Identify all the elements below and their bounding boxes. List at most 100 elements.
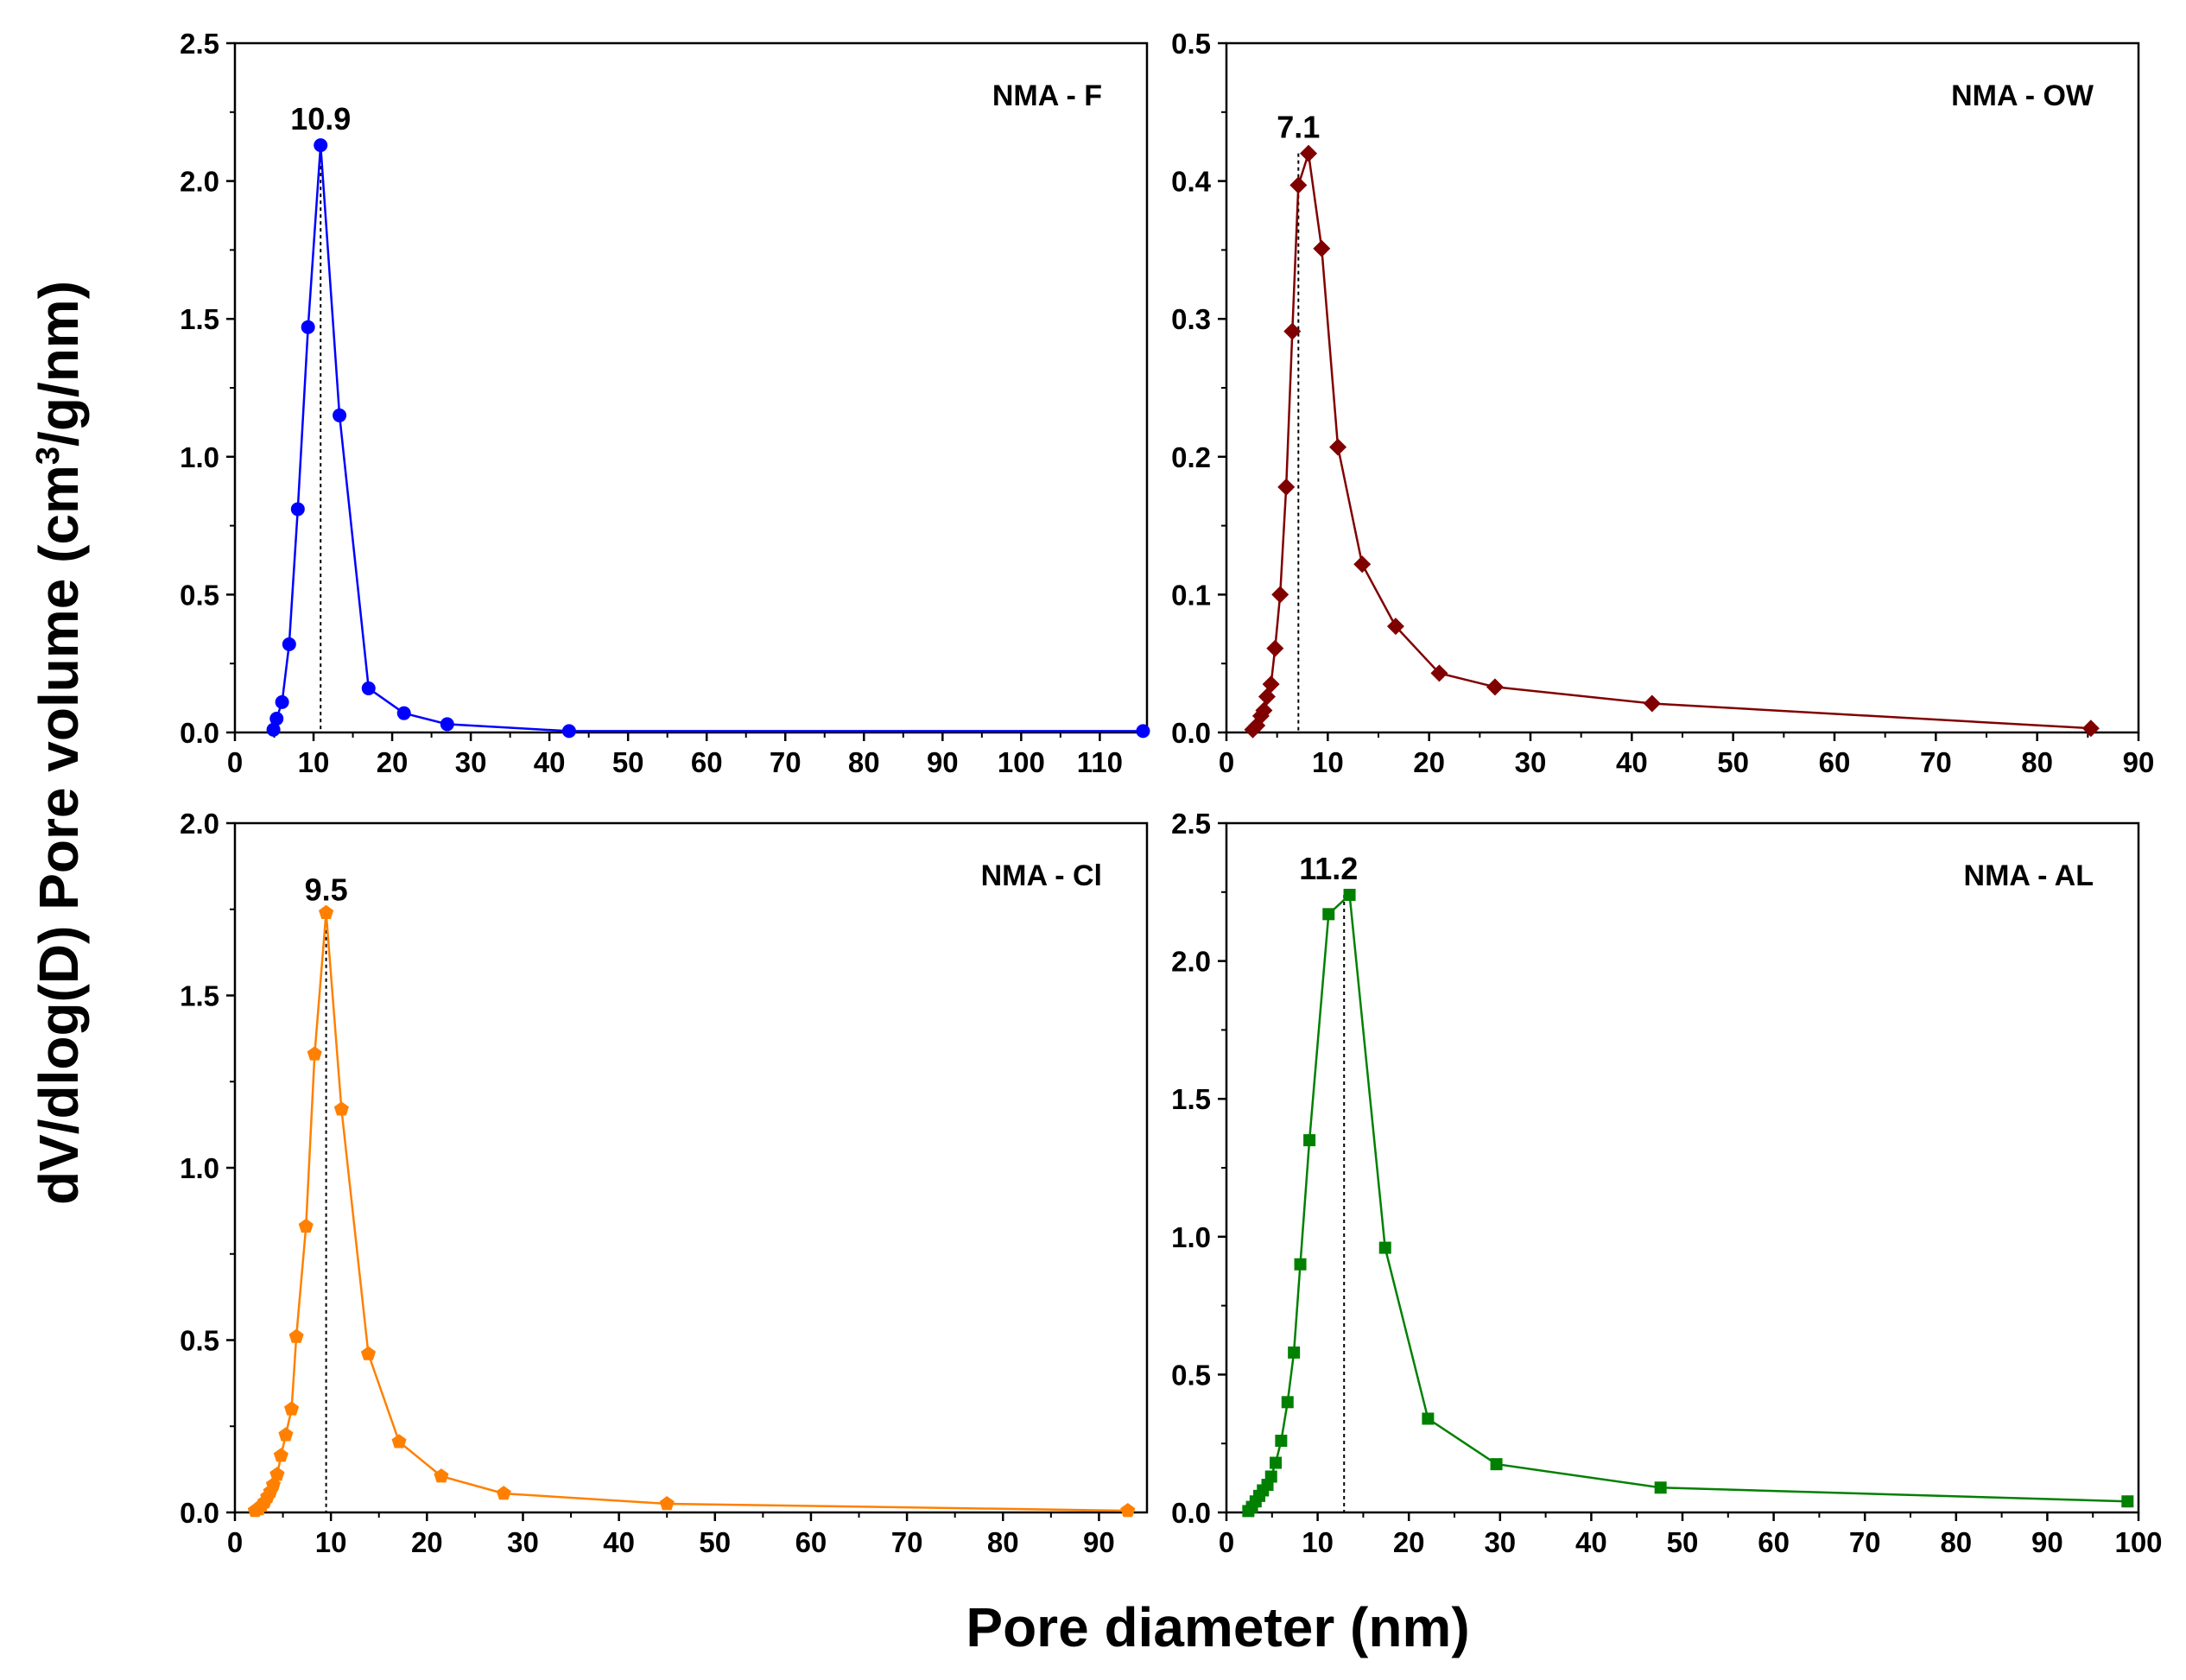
x-tick-label: 20 [377,746,409,778]
y-tick-label: 1.5 [180,303,219,335]
x-tick-label: 80 [987,1526,1019,1558]
x-tick-label: 50 [699,1526,731,1558]
data-point [360,1346,377,1360]
y-tick-label: 0.0 [1171,717,1211,749]
data-point [333,408,347,422]
data-point [278,1427,294,1442]
x-tick-label: 80 [2021,746,2053,778]
series-line [1251,153,2091,731]
data-point [1294,1258,1307,1271]
y-tick-label: 1.0 [180,1152,219,1184]
plot-frame [1225,821,2140,1514]
data-point [1386,618,1404,636]
data-point [1486,678,1504,696]
data-point [1353,555,1372,574]
x-tick-label: 20 [411,1526,443,1558]
x-tick-label: 90 [2123,746,2155,778]
x-tick-label: 70 [891,1526,923,1558]
x-tick-label: 70 [770,746,802,778]
data-point [1300,144,1318,162]
x-tick-label: 70 [1920,746,1952,778]
peak-label: 9.5 [305,872,348,908]
x-tick-label: 60 [1758,1526,1790,1558]
panel-label: NMA - AL [1964,859,2094,892]
x-tick-label: 10 [298,746,330,778]
x-tick-label: 50 [1717,746,1749,778]
x-tick-label: 30 [507,1526,539,1558]
y-tick-label: 0.4 [1171,166,1212,198]
x-tick-label: 70 [1849,1526,1881,1558]
data-point [1430,664,1448,682]
data-point [659,1496,675,1511]
peak-label: 7.1 [1277,110,1320,145]
series-line [1247,892,2128,1512]
peak-label: 11.2 [1299,851,1358,886]
data-point [1303,1134,1316,1147]
y-tick-label: 0.0 [180,1497,219,1529]
x-tick-label: 20 [1413,746,1445,778]
data-point [1422,1412,1435,1425]
x-tick-label: 40 [534,746,566,778]
x-tick-label: 80 [1940,1526,1972,1558]
data-point [1270,1456,1283,1469]
y-axis-title: dV/dlog(D) Pore volume (cm3/g/nm) [28,281,90,1205]
plot-frame [233,41,1149,734]
data-point [434,1468,449,1483]
data-point [1136,724,1150,739]
data-point [333,1101,349,1116]
data-point [1643,694,1661,713]
x-tick-label: 40 [603,1526,635,1558]
x-tick-label: 40 [1616,746,1648,778]
data-point [1288,1346,1301,1359]
data-point [440,717,454,732]
data-point [273,1448,288,1462]
panel-label: NMA - Cl [981,859,1102,892]
panel-bottom-right: 0 10 20 30 40 50 60 70 80 90 100 0.0 0.5 1.0 1.5 2.0 2.5… [1171,808,2162,1558]
x-tick-label: 10 [1302,1526,1334,1558]
data-point [290,502,305,517]
x-tick-label: 30 [1484,1526,1516,1558]
panel-top-left: 0 10 20 30 40 50 60 70 80 90 100 110 0.0 0.5 1.0 1.5 2.0… [180,28,1150,778]
y-tick-label: 0.0 [180,717,219,749]
data-point [314,138,328,153]
x-tick-label: 30 [1515,746,1547,778]
data-point [1262,675,1280,694]
data-point [2081,720,2100,738]
y-tick-label: 0.5 [1171,28,1211,60]
x-tick-label: 60 [1819,746,1851,778]
x-tick-label: 50 [612,746,644,778]
y-tick-label: 1.5 [1171,1083,1211,1115]
y-tick-label: 2.0 [1171,946,1211,978]
peak-label: 10.9 [290,101,351,136]
y-tick-label: 2.0 [180,166,219,198]
x-tick-label: 0 [1219,746,1234,778]
data-point [1266,639,1284,657]
y-tick-label: 2.5 [1171,808,1211,840]
panel-top-right: 0 10 20 30 40 50 60 70 80 90 0.0 0.1 0.2 0.3 0.4 0.5 7.1… [1171,28,2154,778]
panel-bottom-left: 0 10 20 30 40 50 60 70 80 90 0.0 0.5 1.0 1.5 2.0 9.5 NMA… [180,808,1149,1558]
x-tick-label: 100 [2114,1526,2162,1558]
x-tick-label: 60 [691,746,723,778]
data-point [1277,478,1296,496]
y-tick-label: 1.5 [180,980,219,1012]
data-point [1329,438,1347,456]
series-line [254,912,1128,1512]
data-point [1120,1503,1136,1518]
x-tick-label: 50 [1667,1526,1699,1558]
x-tick-label: 90 [1083,1526,1115,1558]
x-tick-label: 80 [848,746,880,778]
x-tick-label: 100 [998,746,1045,778]
x-tick-label: 30 [455,746,487,778]
x-tick-label: 90 [2031,1526,2063,1558]
data-point [1281,1396,1294,1409]
data-point [1654,1481,1667,1494]
series-line [272,145,1144,732]
y-tick-label: 0.2 [1171,441,1211,473]
data-point [361,681,376,695]
y-tick-label: 1.0 [180,441,219,473]
data-point [1264,1470,1277,1483]
plot-frame [233,821,1149,1514]
y-tick-label: 0.5 [1171,1359,1211,1391]
x-tick-label: 0 [227,1526,243,1558]
